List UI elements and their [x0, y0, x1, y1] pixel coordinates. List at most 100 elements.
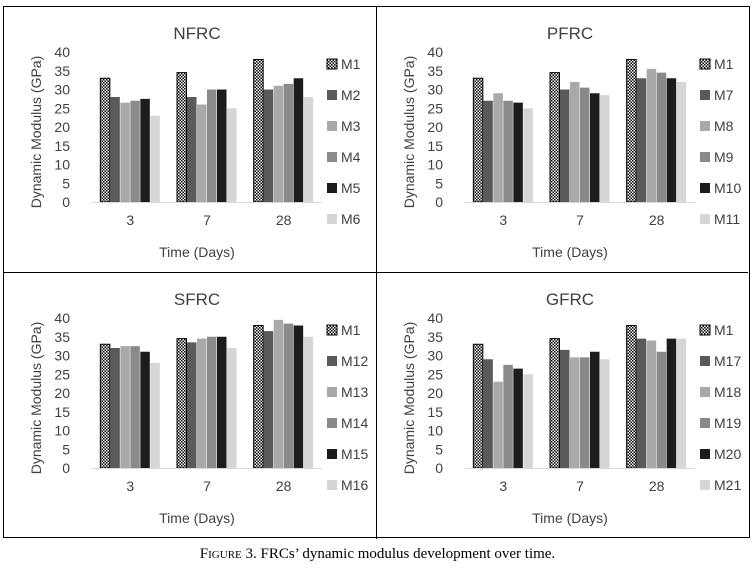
y-tick-label: 15 — [427, 138, 443, 154]
legend-swatch-m3 — [327, 121, 337, 131]
bar-m1-day-3 — [472, 343, 484, 469]
chart-svg-nfrc: NFRC 0 5 10 15 20 25 30 35 40 Dynamic Modulus (GPa… — [28, 24, 361, 260]
bar-m10-day-7 — [590, 93, 600, 202]
bar-m19-day-7 — [580, 357, 590, 468]
bar-m9-day-7 — [580, 87, 590, 202]
legend-swatch-m18 — [700, 387, 710, 397]
x-tick-label: 7 — [576, 478, 584, 494]
legend-label-m8: M8 — [714, 118, 734, 134]
bar-m18-day-3 — [493, 381, 503, 468]
x-tick-label: 28 — [276, 478, 292, 494]
x-tick-label: 7 — [203, 212, 211, 228]
legend-swatch-m5 — [327, 183, 337, 193]
legend-swatch-m6 — [327, 214, 337, 224]
chart-svg-gfrc: GFRC 0 5 10 15 20 25 30 35 40 Dynamic Modulus (GPa… — [401, 290, 741, 526]
bar-m2-day-7 — [187, 97, 197, 202]
legend-swatch-m10 — [700, 183, 710, 193]
y-tick-label: 30 — [54, 82, 70, 98]
bar-m5-day-3 — [140, 98, 150, 202]
y-tick-label: 5 — [62, 441, 70, 457]
x-tick-label: 28 — [649, 212, 665, 228]
bar-m20-day-3 — [513, 368, 523, 468]
bar-m19-day-3 — [503, 364, 513, 468]
y-tick-label: 5 — [435, 441, 443, 457]
x-tick-label: 28 — [649, 478, 665, 494]
y-tick-label: 0 — [435, 460, 443, 476]
y-tick-label: 0 — [62, 194, 70, 210]
bar-m21-day-3 — [523, 374, 533, 468]
y-tick-label: 0 — [62, 460, 70, 476]
legend-label-m3: M3 — [341, 118, 361, 134]
bar-m7-day-28 — [636, 78, 647, 202]
bar-m11-day-28 — [676, 82, 687, 202]
y-tick-label: 20 — [427, 385, 443, 401]
bar-m12-day-3 — [110, 348, 120, 468]
bar-m15-day-7 — [217, 336, 227, 468]
bar-m1-day-28 — [626, 325, 637, 469]
x-tick-label: 3 — [126, 212, 134, 228]
legend-swatch-m8 — [700, 121, 710, 131]
legend-swatch-m19 — [700, 418, 710, 428]
bar-m13-day-7 — [197, 338, 207, 468]
bar-m5-day-28 — [293, 78, 304, 202]
legend-label-m1: M1 — [714, 56, 734, 72]
legend-label-m12: M12 — [341, 353, 368, 369]
legend-label-m18: M18 — [714, 384, 741, 400]
legend-label-m11: M11 — [714, 211, 740, 227]
y-tick-label: 30 — [427, 82, 443, 98]
y-tick-label: 15 — [54, 404, 70, 420]
bar-m5-day-7 — [217, 89, 227, 202]
legend-label-m20: M20 — [714, 446, 741, 462]
legend-swatch-m1 — [699, 58, 711, 70]
bar-m1-day-28 — [253, 325, 264, 469]
bar-m17-day-28 — [636, 338, 647, 468]
bar-m3-day-7 — [197, 104, 207, 202]
bar-m16-day-28 — [303, 336, 314, 468]
bar-m13-day-28 — [273, 319, 284, 468]
legend-swatch-m12 — [327, 356, 337, 366]
chart-title-sfrc: SFRC — [174, 290, 220, 309]
bar-m3-day-3 — [120, 102, 130, 202]
bar-m20-day-28 — [666, 338, 677, 468]
y-tick-label: 15 — [427, 404, 443, 420]
bar-m21-day-7 — [600, 359, 610, 468]
y-tick-label: 15 — [54, 138, 70, 154]
x-tick-label: 3 — [499, 212, 507, 228]
y-tick-label: 35 — [427, 63, 443, 79]
legend-label-m5: M5 — [341, 180, 361, 196]
y-tick-label: 10 — [427, 423, 443, 439]
chart-panel-nfrc: NFRC 0 5 10 15 20 25 30 35 40 Dynamic Modulus (GPa… — [4, 7, 377, 273]
x-axis-label: Time (Days) — [532, 510, 608, 526]
chart-svg-pfrc: PFRC 0 5 10 15 20 25 30 35 40 Dynamic Modulus (GPa… — [401, 24, 741, 260]
y-tick-label: 40 — [54, 44, 70, 60]
y-tick-label: 0 — [435, 194, 443, 210]
y-tick-label: 5 — [435, 175, 443, 191]
legend-label-m6: M6 — [341, 211, 361, 227]
legend-swatch-m9 — [700, 152, 710, 162]
y-axis-label: Dynamic Modulus (GPa) — [401, 322, 417, 475]
legend-swatch-m4 — [327, 152, 337, 162]
y-tick-label: 40 — [427, 310, 443, 326]
bar-m17-day-7 — [560, 349, 570, 468]
y-tick-label: 20 — [427, 119, 443, 135]
bar-m8-day-28 — [646, 68, 657, 202]
bar-m16-day-7 — [227, 348, 237, 468]
y-tick-label: 25 — [427, 366, 443, 382]
y-tick-label: 35 — [54, 63, 70, 79]
bar-m8-day-3 — [493, 93, 503, 202]
legend-swatch-m7 — [700, 90, 710, 100]
x-axis-label: Time (Days) — [159, 244, 235, 260]
bar-m4-day-28 — [283, 83, 294, 202]
bar-m2-day-28 — [263, 89, 274, 202]
legend-label-m1: M1 — [341, 56, 361, 72]
y-tick-label: 25 — [427, 100, 443, 116]
y-tick-label: 35 — [427, 329, 443, 345]
chart-panel-gfrc: GFRC 0 5 10 15 20 25 30 35 40 Dynamic Modulus (GPa… — [377, 273, 748, 539]
legend-label-m17: M17 — [714, 353, 741, 369]
bar-m15-day-3 — [140, 351, 150, 468]
legend-swatch-m14 — [327, 418, 337, 428]
legend-swatch-m20 — [700, 449, 710, 459]
chart-svg-sfrc: SFRC 0 5 10 15 20 25 30 35 40 Dynamic Modulus (GPa… — [28, 290, 368, 526]
legend-label-m2: M2 — [341, 87, 361, 103]
caption-text: FRCs’ dynamic modulus development over t… — [260, 546, 556, 562]
